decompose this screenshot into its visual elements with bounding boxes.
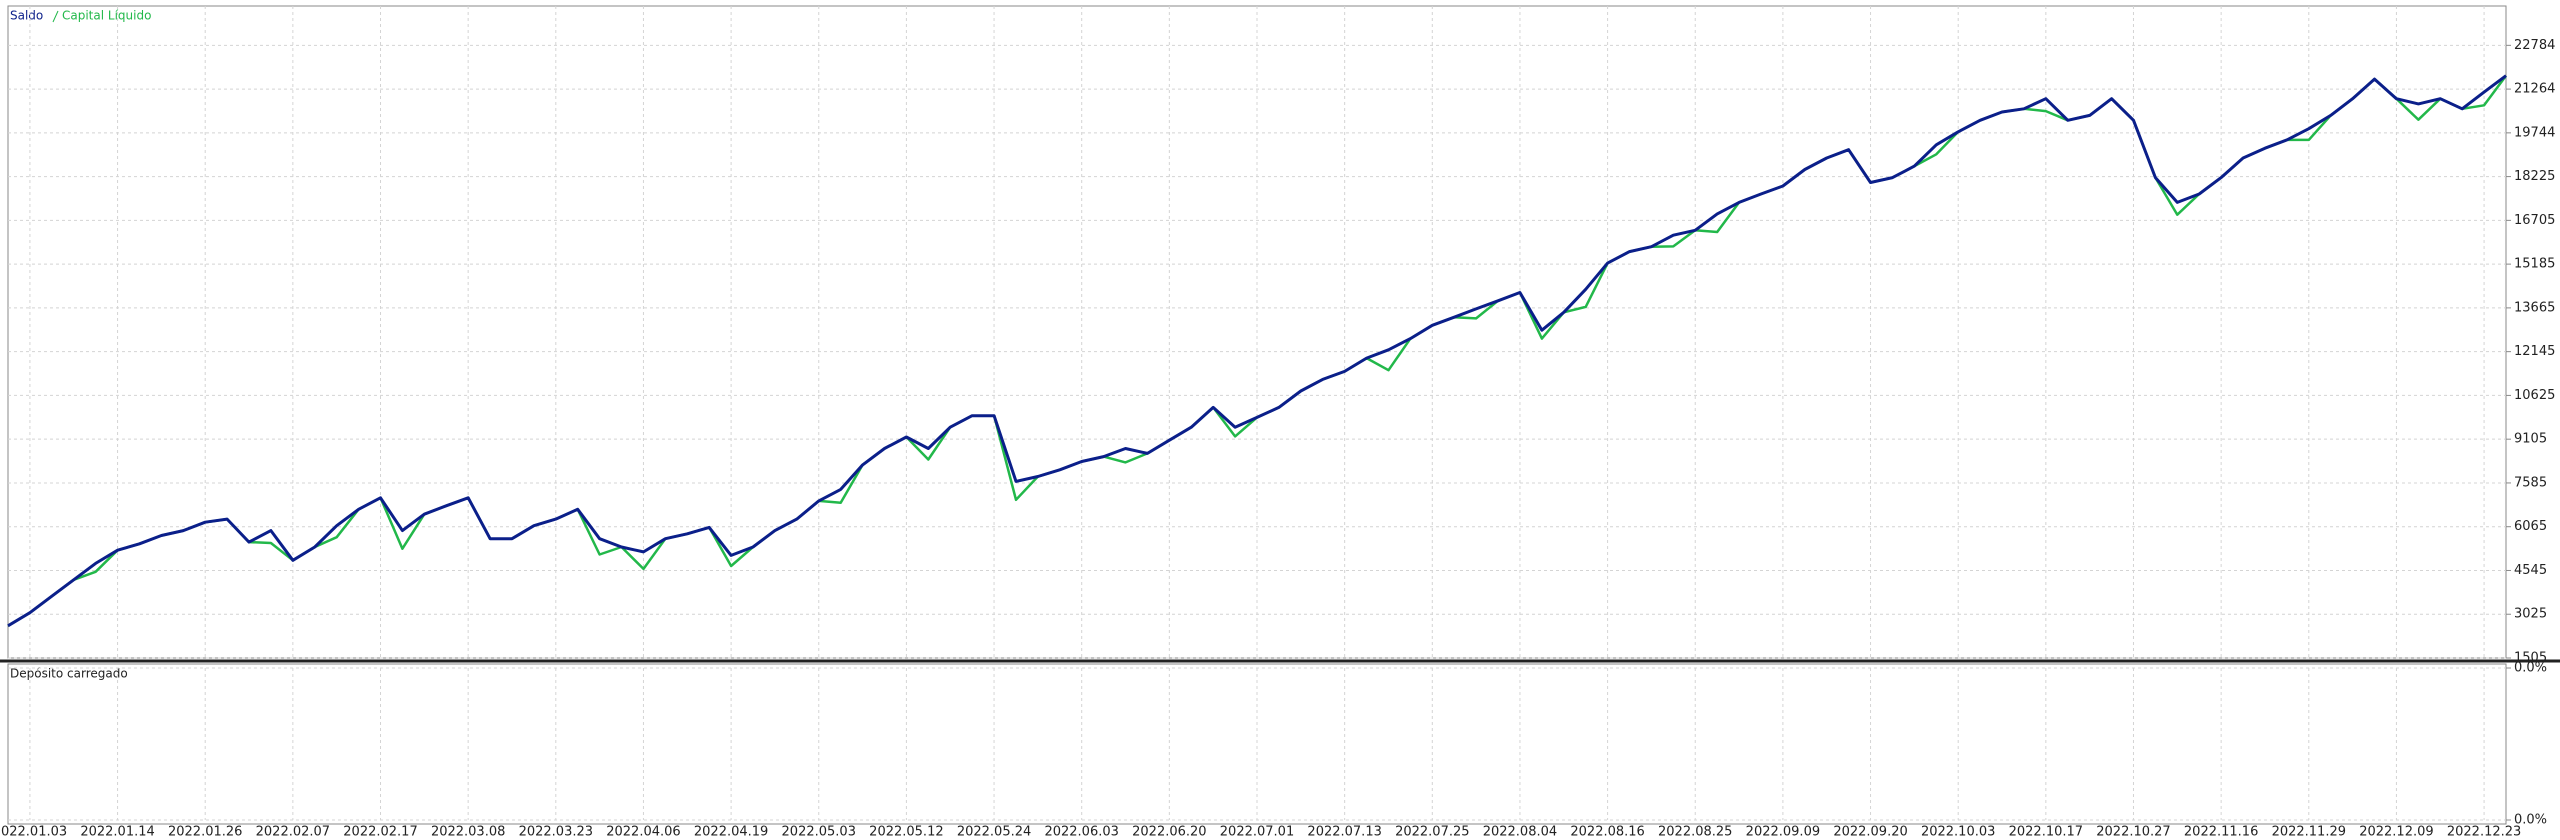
x-tick-label: 2022.11.29 bbox=[2272, 825, 2346, 840]
x-tick-label: 2022.05.12 bbox=[869, 825, 943, 840]
y-tick-label: 16705 bbox=[2514, 213, 2555, 228]
legend-equity: Capital Líquido bbox=[62, 9, 151, 23]
x-tick-label: 2022.03.23 bbox=[519, 825, 593, 840]
y-tick-label: 18225 bbox=[2514, 169, 2555, 184]
x-tick-label: 2022.10.17 bbox=[2009, 825, 2083, 840]
x-tick-label: 2022.12.23 bbox=[2447, 825, 2521, 840]
y-tick-label: 12145 bbox=[2514, 344, 2555, 359]
x-tick-label: 2022.01.26 bbox=[168, 825, 242, 840]
x-tick-label: 2022.07.25 bbox=[1395, 825, 1469, 840]
x-tick-label: 2022.08.25 bbox=[1658, 825, 1732, 840]
y-tick-label: 0.0% bbox=[2514, 813, 2547, 828]
legend-balance: Saldo bbox=[10, 9, 43, 23]
y-tick-label: 4545 bbox=[2514, 563, 2547, 578]
x-tick-label: 2022.05.03 bbox=[782, 825, 856, 840]
x-tick-label: 2022.05.24 bbox=[957, 825, 1031, 840]
y-tick-label: 7585 bbox=[2514, 475, 2547, 490]
lower-pane-frame bbox=[7, 663, 2507, 825]
y-tick-label: 0.0% bbox=[2514, 661, 2547, 676]
y-tick-label: 22784 bbox=[2514, 38, 2555, 53]
x-tick-label: 2022.06.20 bbox=[1132, 825, 1206, 840]
legend-separator bbox=[52, 10, 59, 23]
y-tick-label: 19744 bbox=[2514, 125, 2555, 140]
y-tick-label: 21264 bbox=[2514, 82, 2555, 97]
lower-pane-title: Depósito carregado bbox=[10, 667, 128, 681]
y-tick-label: 3025 bbox=[2514, 607, 2547, 622]
y-tick-label: 9105 bbox=[2514, 432, 2547, 447]
x-tick-label: 2022.09.20 bbox=[1833, 825, 1907, 840]
x-tick-label: 2022.01.03 bbox=[0, 825, 67, 840]
x-tick-label: 2022.10.27 bbox=[2096, 825, 2170, 840]
balance-line bbox=[7, 74, 2507, 628]
x-tick-label: 2022.07.13 bbox=[1307, 825, 1381, 840]
x-tick-label: 2022.03.08 bbox=[431, 825, 505, 840]
y-tick-label: 6065 bbox=[2514, 519, 2547, 534]
y-tick-label: 1505 bbox=[2514, 651, 2547, 666]
x-tick-label: 2022.02.17 bbox=[343, 825, 417, 840]
x-tick-label: 2022.10.03 bbox=[1921, 825, 1995, 840]
x-tick-label: 2022.01.14 bbox=[80, 825, 154, 840]
x-tick-label: 2022.02.07 bbox=[256, 825, 330, 840]
x-tick-label: 2022.08.04 bbox=[1483, 825, 1557, 840]
y-tick-label: 10625 bbox=[2514, 388, 2555, 403]
x-tick-label: 2022.04.19 bbox=[694, 825, 768, 840]
x-tick-label: 2022.11.16 bbox=[2184, 825, 2258, 840]
x-tick-label: 2022.06.03 bbox=[1044, 825, 1118, 840]
y-tick-label: 15185 bbox=[2514, 257, 2555, 272]
x-tick-label: 2022.07.01 bbox=[1220, 825, 1294, 840]
x-tick-label: 2022.04.06 bbox=[606, 825, 680, 840]
x-tick-label: 2022.08.16 bbox=[1570, 825, 1644, 840]
x-tick-label: 2022.12.09 bbox=[2359, 825, 2433, 840]
x-tick-label: 2022.09.09 bbox=[1746, 825, 1820, 840]
y-tick-label: 13665 bbox=[2514, 300, 2555, 315]
